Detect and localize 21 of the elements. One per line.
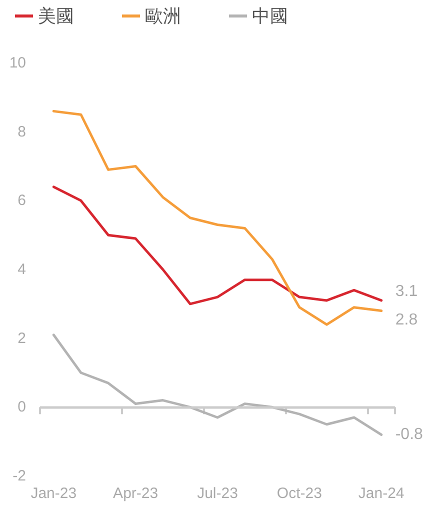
legend-label: 美國 — [38, 6, 74, 26]
line-series — [52, 186, 383, 306]
x-tick-label: Jan-23 — [30, 485, 77, 502]
line-series — [52, 334, 383, 436]
y-tick-label: 2 — [18, 330, 26, 347]
x-tick-label: Oct-23 — [276, 485, 322, 502]
data-label: 2.8 — [395, 311, 418, 328]
data-label: -0.8 — [395, 426, 424, 444]
x-tick-label: Jul-23 — [197, 485, 238, 502]
y-tick-label: 6 — [18, 192, 26, 210]
y-tick-label: 0 — [18, 398, 26, 416]
y-tick-label: 10 — [9, 54, 26, 72]
legend-label: 中國 — [252, 6, 288, 26]
y-tick-label: 8 — [18, 123, 26, 140]
x-tick-label: Apr-23 — [113, 485, 158, 502]
line-series — [52, 110, 383, 326]
data-label: 3.1 — [395, 282, 418, 300]
legend-label: 歐洲 — [145, 6, 181, 26]
y-tick-label: -2 — [12, 468, 26, 484]
y-tick-label: 4 — [18, 261, 26, 278]
x-tick-label: Jan-24 — [358, 485, 404, 502]
